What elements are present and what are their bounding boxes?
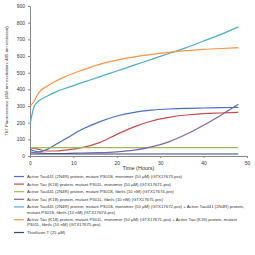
y-axis-line bbox=[28, 7, 31, 157]
x-tick-mark bbox=[73, 156, 74, 158]
legend-label: Active Tau (K18) protein, mutant P301L, … bbox=[27, 217, 238, 227]
x-tick: 20 bbox=[115, 156, 121, 166]
y-tick-mark bbox=[28, 89, 30, 90]
x-tick: 10 bbox=[71, 156, 77, 166]
legend-swatch bbox=[14, 232, 24, 233]
legend-label: Active Tau441 (2N4R) protein, mutant P30… bbox=[27, 174, 183, 179]
x-tick-label: 10 bbox=[71, 160, 77, 166]
y-axis: 0 100 200 300 400 500 600 700 800 900 bbox=[17, 3, 31, 159]
y-tick-label: 0 bbox=[22, 153, 25, 159]
x-tick: 50 bbox=[245, 156, 251, 166]
y-tick-mark bbox=[28, 123, 30, 124]
legend-label: Active Tau (K18) protein, mutant P301L, … bbox=[27, 197, 163, 202]
x-tick: 0 bbox=[29, 156, 32, 166]
y-tick: 700 bbox=[17, 36, 30, 42]
y-tick: 0 bbox=[22, 153, 30, 159]
legend-swatch bbox=[14, 191, 24, 192]
x-tick-label: 0 bbox=[29, 160, 32, 166]
y-tick-mark bbox=[28, 39, 30, 40]
y-tick: 600 bbox=[17, 53, 30, 59]
x-tick-label: 40 bbox=[201, 160, 207, 166]
lines bbox=[30, 27, 238, 154]
y-tick-mark bbox=[28, 56, 30, 57]
y-tick-mark bbox=[28, 139, 30, 140]
x-tick-mark bbox=[30, 156, 31, 158]
legend-label: Active Tau (K18) protein, mutant P301L, … bbox=[27, 182, 172, 187]
y-tick-label: 200 bbox=[17, 120, 26, 126]
x-tick: 40 bbox=[201, 156, 207, 166]
y-tick-label: 700 bbox=[17, 36, 26, 42]
series-line bbox=[30, 48, 238, 106]
y-tick-label: 300 bbox=[17, 103, 26, 109]
x-tick-mark bbox=[247, 156, 248, 158]
y-tick: 900 bbox=[17, 3, 30, 9]
series-line bbox=[30, 104, 238, 153]
x-tick-label: 30 bbox=[158, 160, 164, 166]
legend-label: Thioflavin T (25 μM) bbox=[27, 230, 66, 235]
y-tick-label: 100 bbox=[17, 136, 26, 142]
legend-label: Active Tau441 (2N4R) protein, mutant P30… bbox=[27, 189, 174, 194]
x-tick-label: 20 bbox=[115, 160, 121, 166]
legend-label: Active Tau441 (2N4R) protein, mutant P30… bbox=[27, 204, 244, 214]
legend-swatch bbox=[14, 199, 24, 200]
y-tick: 400 bbox=[17, 86, 30, 92]
series-line bbox=[30, 27, 238, 125]
y-tick-mark bbox=[28, 73, 30, 74]
y-tick: 800 bbox=[17, 20, 30, 26]
legend-swatch bbox=[14, 219, 24, 220]
series-line bbox=[30, 112, 238, 151]
x-tick: 30 bbox=[158, 156, 164, 166]
y-tick: 100 bbox=[17, 136, 30, 142]
y-tick-label: 800 bbox=[17, 20, 26, 26]
y-tick: 500 bbox=[17, 70, 30, 76]
legend: Active Tau441 (2N4R) protein, mutant P30… bbox=[14, 174, 244, 235]
x-tick-mark bbox=[117, 156, 118, 158]
series-line bbox=[30, 153, 238, 154]
x-axis-title: Time (Hours) bbox=[123, 165, 155, 171]
x-tick-mark bbox=[160, 156, 161, 158]
y-tick-label: 600 bbox=[17, 53, 26, 59]
y-tick-label: 400 bbox=[17, 86, 26, 92]
y-tick: 300 bbox=[17, 103, 30, 109]
x-axis-line bbox=[31, 157, 248, 159]
chart: 0 100 200 300 400 500 600 700 800 900 0 10 20 30 40 50 T… bbox=[0, 0, 255, 255]
y-tick-label: 500 bbox=[17, 70, 26, 76]
y-tick-mark bbox=[28, 106, 30, 107]
x-tick-label: 50 bbox=[245, 160, 251, 166]
x-tick-mark bbox=[204, 156, 205, 158]
y-axis-title: ThT Fluorescence (450 nm excitation, 485… bbox=[4, 26, 9, 136]
series-line bbox=[30, 107, 238, 151]
y-tick-mark bbox=[28, 6, 30, 7]
series-line bbox=[30, 147, 238, 149]
legend-swatch bbox=[14, 176, 24, 177]
y-tick: 200 bbox=[17, 120, 30, 126]
y-tick-label: 900 bbox=[17, 3, 26, 9]
y-tick-mark bbox=[28, 23, 30, 24]
y-tick-mark bbox=[28, 156, 30, 157]
legend-swatch bbox=[14, 206, 24, 207]
legend-swatch bbox=[14, 184, 24, 185]
